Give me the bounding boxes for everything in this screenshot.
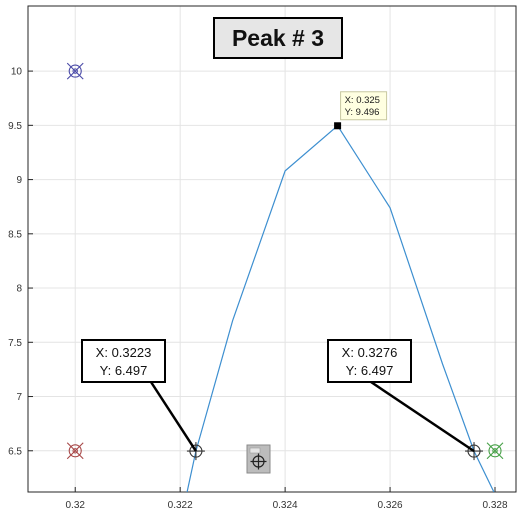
y-tick-label: 8 [16, 284, 22, 295]
callout-leader [370, 380, 475, 453]
callout-y-label: Y: 6.497 [346, 363, 394, 378]
datatip-x-label: X: 0.325 [345, 95, 380, 106]
title-box [213, 17, 343, 59]
chart-title: Peak # 3 [213, 17, 343, 59]
callout-box [327, 339, 412, 383]
marker-ring [68, 64, 82, 78]
x-tick-label: 0.32 [65, 500, 85, 511]
peak-point-marker[interactable] [334, 122, 342, 130]
y-tick-label: 9.5 [8, 121, 22, 132]
callout-x-label: X: 0.3223 [96, 345, 152, 360]
series [186, 124, 495, 492]
marker-center [72, 448, 78, 454]
series-line [186, 124, 495, 492]
crosshair-tool-icon[interactable] [246, 444, 271, 474]
y-tick-label: 9 [16, 175, 22, 186]
crosshair-marker[interactable] [66, 62, 84, 80]
marker-diag-line [486, 442, 504, 460]
marker-diag-line [66, 62, 84, 80]
marker-ring [68, 444, 82, 458]
marker-diag-line [66, 442, 84, 460]
grid [28, 6, 516, 492]
right-crossing-callout[interactable]: X: 0.3276 Y: 6.497 [327, 339, 475, 453]
datatip-y-label: Y: 9.496 [345, 107, 380, 118]
marker-center [72, 68, 78, 74]
axis-ticks: 0.32 0.322 0.324 0.326 0.328 6.5 7 7.5 8 8.5 9 9.5 1… [8, 67, 508, 511]
crosshair-marker[interactable] [486, 442, 504, 460]
y-tick-label: 6.5 [8, 446, 22, 457]
x-tick-label: 0.324 [273, 500, 298, 511]
y-tick-label: 7.5 [8, 338, 22, 349]
y-tick-label: 7 [16, 392, 22, 403]
peak-datatip[interactable]: X: 0.325 Y: 9.496 [340, 91, 388, 121]
x-tick-label: 0.326 [378, 500, 403, 511]
marker-center [492, 448, 498, 454]
marker-ring [488, 444, 502, 458]
crosshair-marker[interactable] [66, 442, 84, 460]
tool-icon-tab [249, 447, 261, 454]
callout-leader [149, 381, 197, 452]
x-tick-label: 0.322 [168, 500, 193, 511]
callout-x-label: X: 0.3276 [342, 345, 398, 360]
left-crossing-callout[interactable]: X: 0.3223 Y: 6.497 [81, 339, 197, 452]
x-tick-label: 0.328 [482, 500, 507, 511]
datatip-box [340, 91, 388, 121]
y-tick-label: 10 [11, 67, 23, 78]
plot-frame [27, 5, 517, 493]
y-tick-label: 8.5 [8, 229, 22, 240]
callout-y-label: Y: 6.497 [100, 363, 148, 378]
title-text: Peak # 3 [232, 25, 324, 51]
callout-box [81, 339, 166, 383]
